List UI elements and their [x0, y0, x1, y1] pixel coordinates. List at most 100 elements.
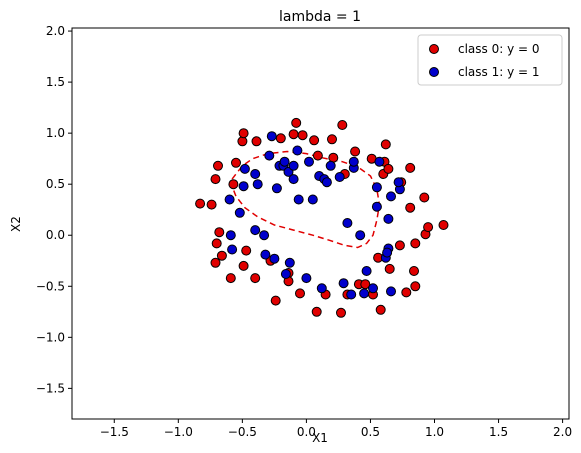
data-point-class-1 [307, 194, 318, 205]
data-point-class-1 [288, 160, 299, 171]
data-point-class-0 [297, 130, 308, 141]
data-point-class-0 [401, 287, 412, 298]
data-point-class-1 [238, 181, 249, 192]
x-tick-label: 0.5 [361, 425, 380, 439]
x-tick-label: −1.5 [100, 425, 129, 439]
data-point-class-0 [211, 238, 222, 249]
data-point-class-1 [269, 253, 280, 264]
data-point-class-1 [250, 169, 261, 179]
data-point-class-1 [301, 273, 312, 284]
y-axis-ticks: −1.5 −1.0 −0.5 0.0 0.5 1.0 1.5 2.0 [36, 24, 72, 395]
data-point-class-1 [288, 174, 299, 185]
data-point-class-0 [419, 192, 430, 203]
data-point-class-1 [393, 177, 404, 188]
data-point-class-1 [359, 288, 370, 299]
data-point-class-1 [316, 283, 327, 294]
data-point-class-0 [291, 117, 302, 128]
y-tick-label: −0.5 [36, 279, 65, 293]
data-point-class-0 [312, 150, 323, 161]
chart-title: lambda = 1 [279, 9, 361, 25]
data-point-class-0 [309, 135, 320, 146]
data-point-class-1 [386, 191, 396, 202]
data-point-class-0 [213, 160, 223, 171]
data-point-class-1 [382, 247, 393, 258]
data-point-class-1 [259, 230, 270, 241]
data-point-class-1 [304, 156, 314, 167]
legend-label-class-1: class 1: y = 1 [458, 65, 540, 79]
data-point-class-0 [210, 257, 221, 268]
data-point-class-1 [371, 201, 382, 212]
y-tick-label: 1.0 [46, 126, 65, 140]
x-tick-label: 1.5 [489, 425, 508, 439]
x-tick-label: −0.5 [228, 425, 257, 439]
data-point-class-0 [405, 162, 416, 173]
data-point-class-0 [380, 139, 391, 150]
data-point-class-1 [338, 278, 349, 289]
data-points-layer [195, 117, 449, 318]
data-point-class-1 [368, 283, 378, 294]
data-point-class-0 [337, 120, 348, 130]
plot-area [71, 27, 570, 420]
x-tick-label: 1.0 [425, 425, 444, 439]
data-point-class-1 [325, 160, 336, 171]
data-point-class-1 [321, 177, 332, 188]
data-point-class-0 [438, 220, 449, 230]
data-point-class-0 [225, 273, 236, 284]
data-point-class-0 [327, 134, 337, 145]
data-point-class-0 [241, 245, 252, 256]
data-point-class-1 [361, 266, 372, 276]
data-point-class-1 [348, 156, 359, 167]
data-point-class-0 [275, 133, 286, 144]
data-point-class-1 [234, 207, 245, 218]
data-point-class-0 [228, 179, 239, 190]
data-point-class-1 [264, 150, 275, 161]
data-point-class-0 [375, 304, 386, 315]
data-point-class-1 [334, 172, 345, 182]
data-point-class-0 [251, 136, 262, 147]
data-point-class-1 [260, 249, 271, 260]
data-point-class-1 [271, 183, 282, 194]
data-point-class-1 [279, 156, 290, 167]
data-point-class-1 [374, 156, 385, 167]
data-point-class-1 [293, 194, 304, 205]
data-point-class-1 [292, 145, 303, 156]
data-point-class-0 [409, 266, 419, 276]
x-tick-label: −1.0 [164, 425, 193, 439]
data-point-class-0 [423, 222, 434, 233]
legend-marker-class-1 [429, 67, 439, 77]
y-tick-label: −1.0 [36, 330, 65, 344]
data-point-class-0 [206, 199, 217, 210]
data-point-class-0 [270, 295, 281, 306]
data-point-class-0 [295, 288, 305, 299]
data-point-class-0 [216, 250, 227, 261]
data-point-class-0 [336, 307, 346, 318]
x-axis-ticks: −1.5 −1.0 −0.5 0.0 0.5 1.0 1.5 2.0 [100, 419, 572, 439]
data-point-class-0 [394, 240, 405, 251]
data-point-class-0 [410, 238, 421, 249]
x-axis-label: X1 [312, 431, 328, 445]
data-point-class-1 [346, 289, 357, 300]
data-point-class-1 [280, 269, 291, 279]
data-point-class-1 [224, 194, 235, 205]
data-point-class-0 [195, 198, 206, 209]
legend-label-class-0: class 0: y = 0 [458, 42, 540, 56]
y-tick-label: 0.0 [46, 228, 65, 242]
y-axis-label: X2 [9, 216, 23, 232]
decision-boundary-layer [231, 150, 381, 249]
data-point-class-1 [227, 244, 238, 255]
data-point-class-1 [225, 230, 236, 241]
data-point-class-0 [238, 128, 249, 139]
data-point-class-0 [350, 146, 361, 157]
decision-boundary-line [231, 150, 381, 249]
data-point-class-1 [239, 163, 250, 174]
y-tick-label: 2.0 [46, 24, 65, 38]
x-tick-label: 2.0 [553, 425, 572, 439]
data-point-class-0 [250, 273, 261, 284]
x-tick-label: 0.0 [297, 425, 316, 439]
legend-box [417, 34, 563, 86]
data-point-class-0 [238, 260, 249, 271]
data-point-class-0 [237, 136, 248, 147]
data-point-class-1 [371, 182, 382, 193]
data-point-class-1 [266, 131, 277, 142]
